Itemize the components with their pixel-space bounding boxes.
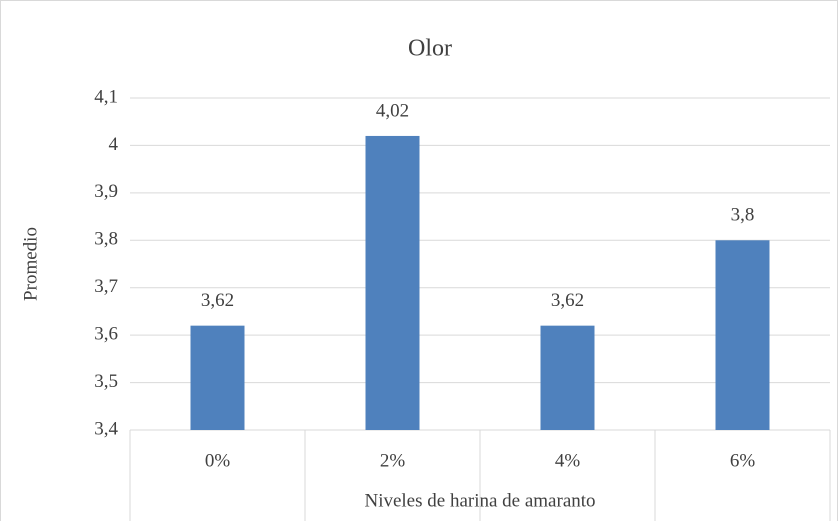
bar: [715, 240, 770, 430]
bar: [190, 325, 245, 430]
y-tick-label: 3,9: [94, 181, 118, 202]
data-label: 3,62: [201, 290, 234, 311]
y-tick-label: 3,7: [94, 276, 118, 297]
y-tick-label: 3,8: [94, 229, 118, 250]
data-label: 4,02: [376, 100, 409, 121]
bar: [540, 325, 595, 430]
y-tick-label: 4: [109, 134, 119, 155]
x-tick-label: 6%: [730, 450, 756, 471]
data-label: 3,62: [551, 290, 584, 311]
chart-title: Olor: [408, 36, 452, 62]
x-tick-label: 0%: [205, 450, 231, 471]
data-label: 3,8: [731, 205, 755, 226]
x-tick-label: 4%: [555, 450, 581, 471]
y-tick-label: 3,5: [94, 371, 118, 392]
x-tick-label: 2%: [380, 450, 406, 471]
y-tick-label: 3,6: [94, 324, 118, 345]
y-axis-title: Promedio: [20, 227, 41, 301]
y-tick-label: 4,1: [94, 86, 118, 107]
bar: [365, 135, 420, 430]
y-tick-label: 3,4: [94, 418, 118, 439]
